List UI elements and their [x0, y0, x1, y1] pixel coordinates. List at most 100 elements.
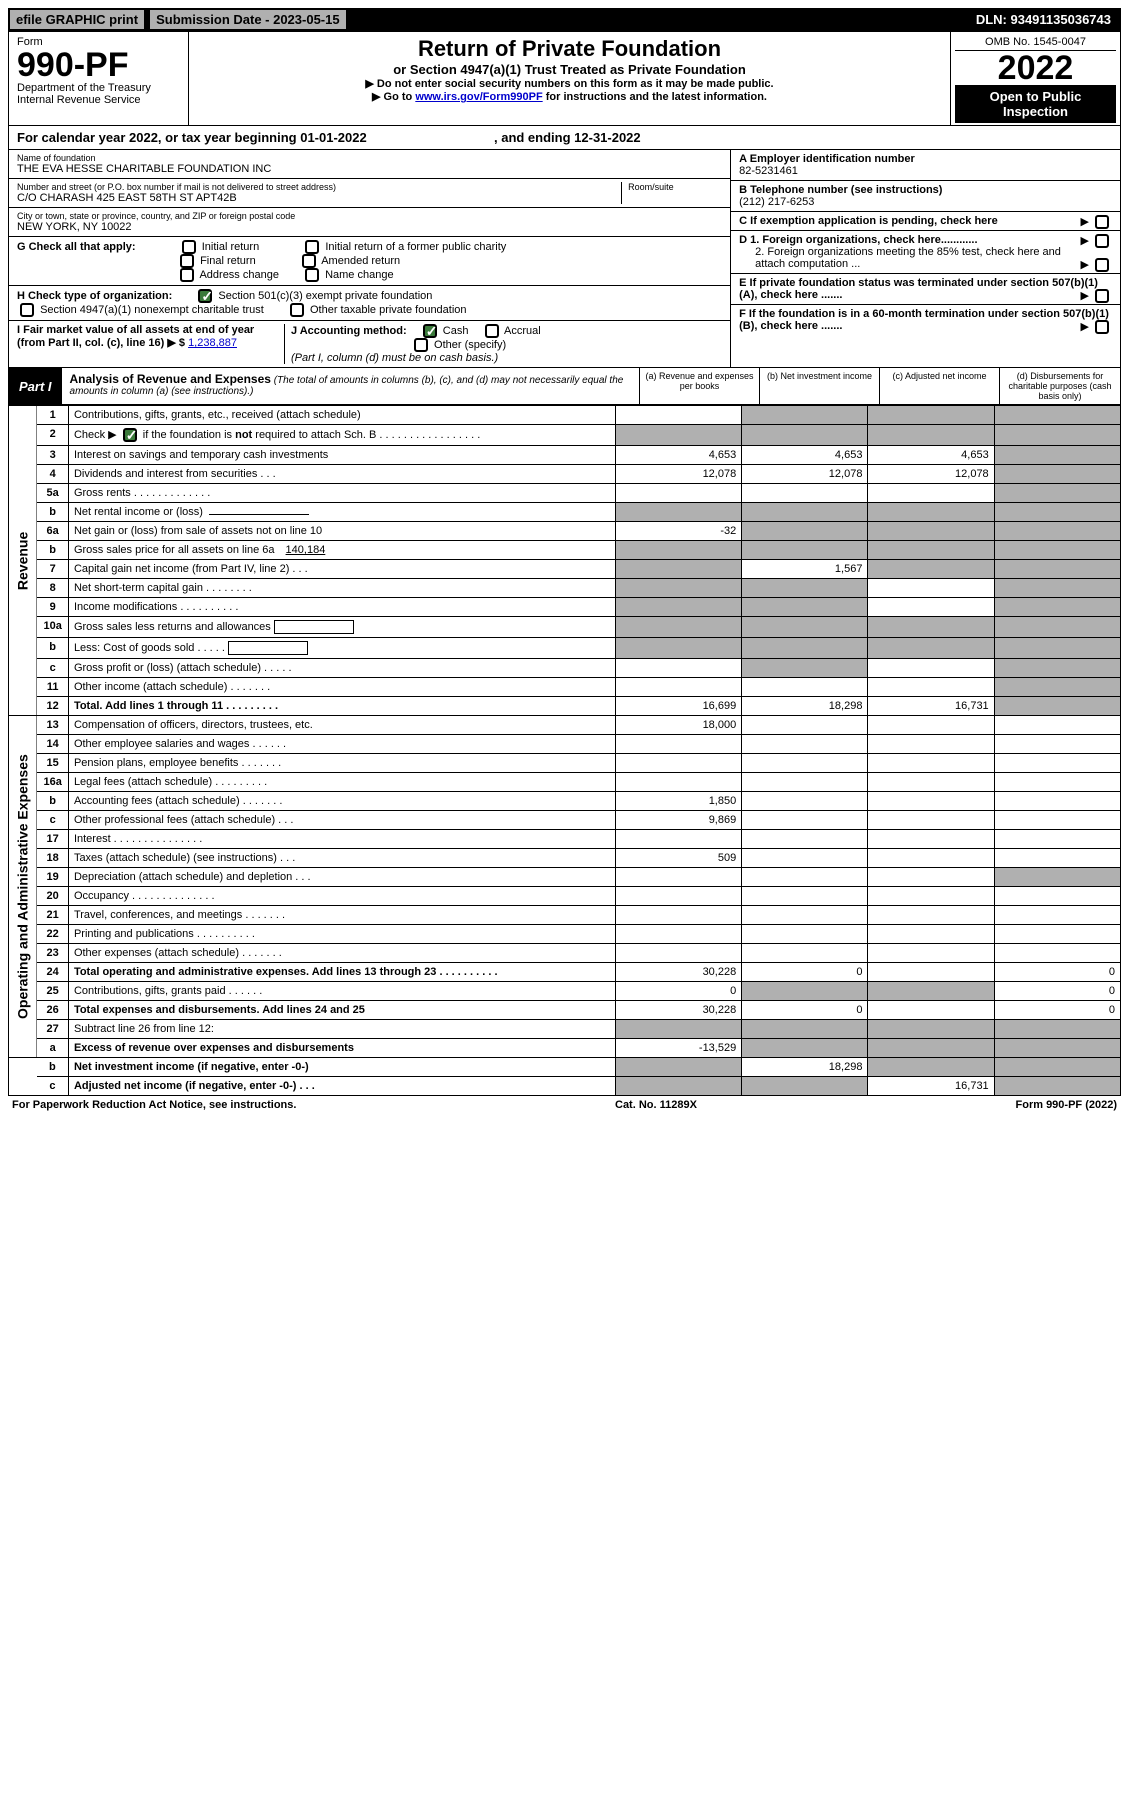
- line26-d: 0: [994, 1001, 1120, 1020]
- address-block: Number and street (or P.O. box number if…: [9, 179, 730, 208]
- f-label: F If the foundation is in a 60-month ter…: [739, 308, 1109, 332]
- form-header: Form 990-PF Department of the Treasury I…: [8, 31, 1121, 126]
- line18-a: 509: [615, 849, 741, 868]
- col-a-head: (a) Revenue and expenses per books: [640, 368, 760, 404]
- address-change-check[interactable]: [180, 268, 194, 282]
- amended-return-check[interactable]: [302, 254, 316, 268]
- col-d-head: (d) Disbursements for charitable purpose…: [1000, 368, 1120, 404]
- table-row: 27Subtract line 26 from line 12:: [9, 1020, 1121, 1039]
- table-row: 6aNet gain or (loss) from sale of assets…: [9, 522, 1121, 541]
- line27a-a: -13,529: [615, 1039, 741, 1058]
- line6a-a: -32: [615, 522, 741, 541]
- i-j-row: I Fair market value of all assets at end…: [9, 321, 730, 367]
- efile-badge[interactable]: efile GRAPHIC print: [10, 10, 144, 29]
- f-block: F If the foundation is in a 60-month ter…: [731, 305, 1120, 335]
- line24-b: 0: [742, 963, 868, 982]
- line4-desc: Dividends and interest from securities .…: [68, 465, 615, 484]
- line6a-desc: Net gain or (loss) from sale of assets n…: [68, 522, 615, 541]
- table-row: 21Travel, conferences, and meetings . . …: [9, 906, 1121, 925]
- e-block: E If private foundation status was termi…: [731, 274, 1120, 305]
- ein-block: A Employer identification number 82-5231…: [731, 150, 1120, 181]
- table-row: 16aLegal fees (attach schedule) . . . . …: [9, 773, 1121, 792]
- line3-desc: Interest on savings and temporary cash i…: [68, 446, 615, 465]
- line7-desc: Capital gain net income (from Part IV, l…: [68, 560, 615, 579]
- other-method-check[interactable]: [414, 338, 428, 352]
- line11-desc: Other income (attach schedule) . . . . .…: [68, 678, 615, 697]
- table-row: aExcess of revenue over expenses and dis…: [9, 1039, 1121, 1058]
- initial-former-check[interactable]: [305, 240, 319, 254]
- line27c-c: 16,731: [868, 1077, 994, 1096]
- line12-b: 18,298: [742, 697, 868, 716]
- j2: Accrual: [504, 325, 541, 337]
- line20-desc: Occupancy . . . . . . . . . . . . . .: [68, 887, 615, 906]
- line5b-text: Net rental income or (loss): [74, 506, 203, 518]
- line17-desc: Interest . . . . . . . . . . . . . . .: [68, 830, 615, 849]
- cash-check[interactable]: [423, 324, 437, 338]
- line18-desc: Taxes (attach schedule) (see instruction…: [68, 849, 615, 868]
- tax-year-end: , and ending 12-31-2022: [494, 130, 641, 145]
- header-left: Form 990-PF Department of the Treasury I…: [9, 32, 189, 125]
- h-label: H Check type of organization:: [17, 290, 172, 302]
- accrual-check[interactable]: [485, 324, 499, 338]
- ein-label: A Employer identification number: [739, 153, 1112, 165]
- phone-block: B Telephone number (see instructions) (2…: [731, 181, 1120, 212]
- c-check[interactable]: [1095, 215, 1109, 229]
- line19-desc: Depreciation (attach schedule) and deple…: [68, 868, 615, 887]
- table-row: cGross profit or (loss) (attach schedule…: [9, 659, 1121, 678]
- g-label: G Check all that apply:: [17, 241, 136, 253]
- expenses-vert: Operating and Administrative Expenses: [9, 716, 37, 1058]
- part1-header: Part I Analysis of Revenue and Expenses …: [8, 368, 1121, 405]
- tax-year-line: For calendar year 2022, or tax year begi…: [8, 126, 1121, 150]
- line10b-desc: Less: Cost of goods sold . . . . .: [68, 638, 615, 659]
- table-row: 15Pension plans, employee benefits . . .…: [9, 754, 1121, 773]
- schb-check[interactable]: [123, 428, 137, 442]
- c-block: C If exemption application is pending, c…: [731, 212, 1120, 231]
- line4-a: 12,078: [615, 465, 741, 484]
- open-line1: Open to Public: [957, 89, 1114, 104]
- 4947-check[interactable]: [20, 303, 34, 317]
- line16b-a: 1,850: [615, 792, 741, 811]
- table-row: 5aGross rents . . . . . . . . . . . . .: [9, 484, 1121, 503]
- table-row: 14Other employee salaries and wages . . …: [9, 735, 1121, 754]
- part1-table: Revenue 1Contributions, gifts, grants, e…: [8, 405, 1121, 1096]
- g1: Initial return: [202, 241, 259, 253]
- line26-b: 0: [742, 1001, 868, 1020]
- tax-year-large: 2022: [955, 51, 1116, 85]
- line27b-desc: Net investment income (if negative, ente…: [68, 1058, 615, 1077]
- table-row: 24Total operating and administrative exp…: [9, 963, 1121, 982]
- d1-check[interactable]: [1095, 234, 1109, 248]
- col-b-head: (b) Net investment income: [760, 368, 880, 404]
- table-row: 7Capital gain net income (from Part IV, …: [9, 560, 1121, 579]
- table-row: 8Net short-term capital gain . . . . . .…: [9, 579, 1121, 598]
- e-check[interactable]: [1095, 289, 1109, 303]
- final-return-check[interactable]: [180, 254, 194, 268]
- line6b-desc: Gross sales price for all assets on line…: [68, 541, 615, 560]
- initial-return-check[interactable]: [182, 240, 196, 254]
- line25-desc: Contributions, gifts, grants paid . . . …: [68, 982, 615, 1001]
- line1-desc: Contributions, gifts, grants, etc., rece…: [68, 406, 615, 425]
- line16c-a: 9,869: [615, 811, 741, 830]
- fmv-value[interactable]: 1,238,887: [188, 337, 237, 349]
- line12-c: 16,731: [868, 697, 994, 716]
- table-row: Revenue 1Contributions, gifts, grants, e…: [9, 406, 1121, 425]
- d2-check[interactable]: [1095, 258, 1109, 272]
- h3: Other taxable private foundation: [310, 304, 467, 316]
- header-right: OMB No. 1545-0047 2022 Open to Public In…: [950, 32, 1120, 125]
- 501c3-check[interactable]: [198, 289, 212, 303]
- g2: Initial return of a former public charit…: [325, 241, 506, 253]
- c-label: C If exemption application is pending, c…: [739, 215, 998, 227]
- phone-value: (212) 217-6253: [739, 196, 1112, 208]
- g-checks: G Check all that apply: Initial return I…: [9, 237, 730, 286]
- foundation-name: THE EVA HESSE CHARITABLE FOUNDATION INC: [17, 163, 722, 175]
- f-check[interactable]: [1095, 320, 1109, 334]
- part1-desc: Analysis of Revenue and Expenses (The to…: [62, 368, 640, 404]
- table-row: 9Income modifications . . . . . . . . . …: [9, 598, 1121, 617]
- street-address: C/O CHARASH 425 EAST 58TH ST APT42B: [17, 192, 615, 204]
- table-row: 19Depreciation (attach schedule) and dep…: [9, 868, 1121, 887]
- table-row: 2Check ▶ if the foundation is not requir…: [9, 425, 1121, 446]
- footer-left: For Paperwork Reduction Act Notice, see …: [12, 1099, 296, 1111]
- other-taxable-check[interactable]: [290, 303, 304, 317]
- name-change-check[interactable]: [305, 268, 319, 282]
- irs-link[interactable]: www.irs.gov/Form990PF: [415, 91, 542, 103]
- header-center: Return of Private Foundation or Section …: [189, 32, 950, 125]
